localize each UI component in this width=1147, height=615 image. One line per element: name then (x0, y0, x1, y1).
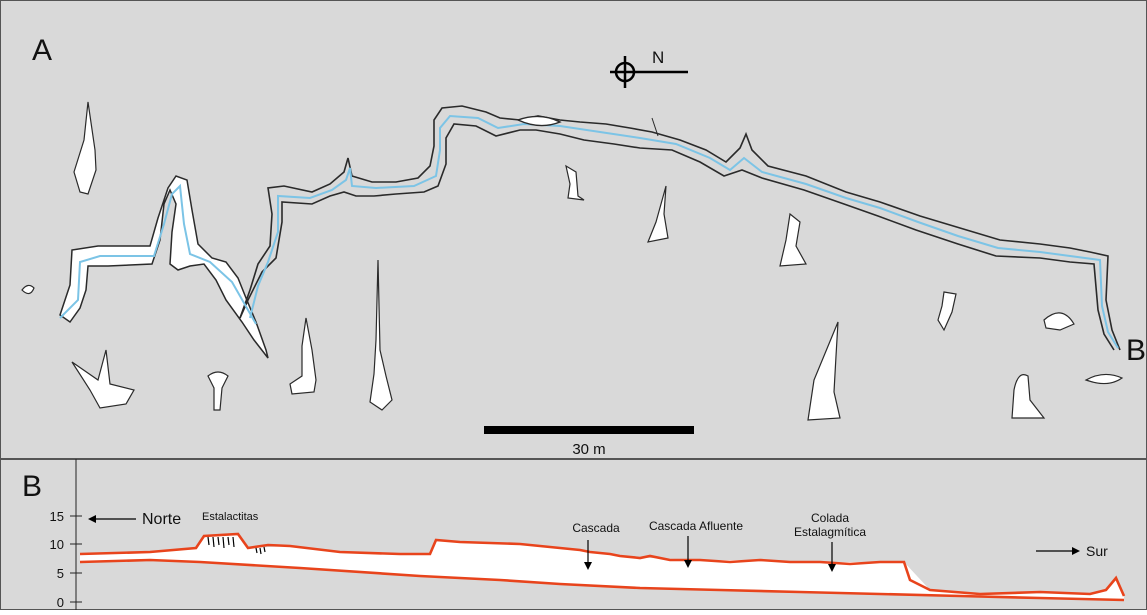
underground-stream (59, 114, 1119, 349)
sur-label: Sur (1086, 543, 1108, 559)
passage-loop (516, 115, 562, 127)
y-tick-label-5: 5 (57, 566, 64, 581)
fragment (289, 317, 317, 395)
cave-profile-floor (79, 558, 1125, 602)
passage-end-letter: B (1126, 334, 1146, 367)
colada-label: Colada (811, 511, 849, 525)
fragment (21, 284, 35, 295)
fragment (647, 185, 669, 243)
cave-passage-wall-upper (239, 105, 1121, 351)
cave-passage-wall-lower (239, 123, 1115, 351)
panel-a-letter: A (32, 34, 52, 67)
scale-bar-label: 30 m (572, 441, 605, 458)
y-tick-label-15: 15 (50, 509, 64, 524)
panel-b-letter: B (22, 470, 42, 503)
cave-profile-ceiling (79, 532, 1126, 597)
colada-arrow-icon (828, 542, 836, 572)
fragment (1011, 374, 1046, 419)
stalactites-icon (207, 536, 266, 555)
norte-arrow-icon (88, 515, 136, 523)
side-passage-mark (651, 117, 659, 137)
cave-fragments (21, 101, 1124, 421)
panel-b-profile: B 0 5 10 15 Norte Estalactitas (0, 459, 1147, 610)
cascada-arrow-icon (584, 540, 592, 570)
cascada-afluente-arrow-icon (684, 536, 692, 568)
sur-arrow-icon (1036, 547, 1080, 555)
north-arrow-icon (610, 56, 688, 88)
fragment (71, 349, 135, 409)
cave-passage-outline (59, 175, 269, 359)
fragment (807, 321, 841, 421)
fragment (369, 259, 393, 411)
cave-profile-interior (80, 534, 1124, 600)
fragment (779, 212, 807, 267)
y-tick-label-0: 0 (57, 595, 64, 610)
y-axis-ticks (70, 515, 82, 603)
fragment (1084, 373, 1124, 385)
fragment (73, 101, 97, 195)
scale-bar (484, 426, 694, 434)
cascada-label: Cascada (572, 521, 620, 535)
north-label: N (652, 48, 664, 67)
fragment (1043, 312, 1075, 331)
panel-a-plan-view: A N (0, 0, 1147, 459)
fragment (565, 164, 585, 201)
estalactitas-label: Estalactitas (202, 511, 259, 523)
y-tick-label-10: 10 (50, 537, 64, 552)
estalagmitica-label: Estalagmítica (794, 525, 866, 539)
fragment (937, 291, 957, 332)
cascada-afluente-label: Cascada Afluente (649, 519, 743, 533)
norte-label: Norte (142, 511, 181, 528)
fragment (207, 371, 229, 411)
